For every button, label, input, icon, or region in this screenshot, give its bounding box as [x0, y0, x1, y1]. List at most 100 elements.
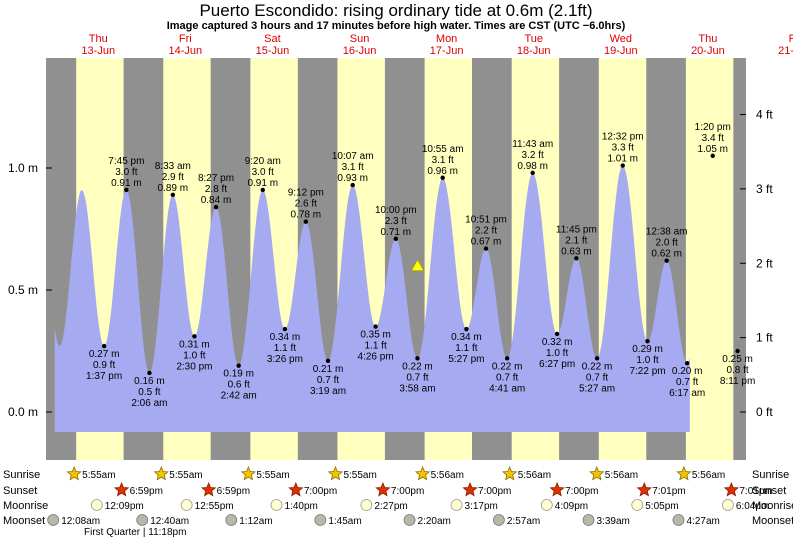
low-tide-time: 1:37 pm: [86, 371, 122, 382]
sunset-icon: [288, 481, 304, 497]
low-tide-time: 4:41 am: [489, 383, 525, 394]
high-tide-point: [620, 163, 625, 168]
low-tide-point: [373, 324, 378, 329]
sunset-icon: [113, 481, 130, 497]
day-name: Mon: [436, 33, 457, 45]
high-tide-metres: 0.91 m: [111, 178, 142, 189]
low-tide-feet: 0.7 ft: [586, 372, 608, 383]
day-date: 20-Jun: [691, 45, 725, 57]
daylight-band-lower: [511, 432, 560, 460]
low-tide-time: 5:27 pm: [448, 354, 484, 365]
moonrise-time: 5:05pm: [645, 501, 678, 512]
moonset-time: 12:40am: [150, 516, 189, 527]
sunrise-time: 5:55am: [169, 470, 202, 481]
sunrise-time: 5:56am: [605, 470, 638, 481]
high-tide-metres: 0.63 m: [561, 246, 592, 257]
row-label-right: Moonset: [752, 515, 793, 527]
row-label-left: Moonrise: [3, 500, 48, 512]
low-tide-metres: 0.22 m: [402, 361, 433, 372]
chart-subtitle: Image captured 3 hours and 17 minutes be…: [167, 20, 626, 32]
daylight-band-lower: [76, 432, 124, 460]
right-tick-label: 4 ft: [756, 108, 773, 122]
low-tide-point: [735, 348, 740, 354]
low-tide-time: 2:06 am: [131, 398, 167, 409]
low-tide-metres: 0.20 m: [672, 366, 703, 377]
high-tide-feet: 3.0 ft: [115, 167, 137, 178]
now-triangle: [410, 258, 425, 272]
row-label-left: Sunset: [3, 485, 37, 497]
day-headers: Thu13-JunFri14-JunSat15-JunSun16-JunMon1…: [81, 33, 793, 57]
high-tide-time: 9:12 pm: [288, 188, 324, 199]
low-tide-point: [192, 334, 197, 339]
daylight-band: [685, 58, 734, 460]
left-tick-label: 0.0 m: [8, 405, 38, 419]
day-name: Sat: [264, 33, 281, 45]
daylight-band-lower: [598, 432, 647, 460]
low-tide-feet: 0.5 ft: [138, 387, 160, 398]
high-tide-point: [574, 256, 579, 261]
low-tide-point: [101, 343, 107, 349]
sunset-icon: [462, 481, 478, 497]
low-tide-point: [282, 326, 288, 332]
sunrise-time: 5:55am: [343, 470, 376, 481]
high-tide-metres: 0.98 m: [517, 161, 548, 172]
high-tide-time: 12:32 pm: [602, 132, 644, 143]
sunrise-icon: [66, 465, 82, 481]
high-tide-metres: 0.62 m: [651, 249, 682, 260]
current-tide-marker: [410, 258, 425, 272]
moonrise-time: 12:09pm: [105, 501, 144, 512]
sunrise-icon: [153, 465, 169, 481]
high-tide-time: 12:38 am: [646, 227, 688, 238]
moonrise-icon: [270, 499, 283, 511]
daylight-band-lower: [337, 432, 385, 460]
day-date: 16-Jun: [343, 45, 377, 57]
high-tide-point: [393, 236, 399, 241]
low-tide-metres: 0.27 m: [89, 349, 120, 360]
moonset-time: 3:39am: [597, 516, 630, 527]
daylight-band-lower: [685, 432, 734, 460]
high-tide-feet: 3.4 ft: [702, 133, 724, 144]
moon-phase-label: First Quarter | 11:18pm: [84, 527, 186, 538]
row-label-left: Moonset: [3, 515, 45, 527]
low-tide-feet: 0.7 ft: [406, 372, 428, 383]
row-label-right: Sunset: [752, 485, 786, 497]
moonset-time: 2:20am: [418, 516, 451, 527]
sunset-icon: [375, 481, 391, 497]
tide-area: [54, 165, 690, 460]
high-tide-metres: 0.96 m: [427, 166, 458, 177]
sunrise-time: 5:56am: [518, 470, 551, 481]
day-date: 18-Jun: [517, 45, 551, 57]
moonrise-icon: [450, 499, 463, 511]
high-tide-feet: 2.9 ft: [162, 172, 184, 183]
sunset-time: 7:01pm: [739, 486, 772, 497]
sunset-icon: [549, 481, 565, 497]
high-tide-metres: 0.84 m: [201, 195, 232, 206]
sunset-time: 7:00pm: [391, 486, 424, 497]
low-tide-metres: 0.16 m: [134, 376, 165, 387]
high-tide-feet: 3.0 ft: [252, 167, 274, 178]
low-tide-feet: 1.0 ft: [546, 348, 568, 359]
left-tick-label: 0.5 m: [8, 283, 38, 297]
high-tide-metres: 1.05 m: [697, 144, 728, 155]
low-tide-time: 3:58 am: [399, 383, 435, 394]
high-tide-metres: 0.71 m: [381, 227, 412, 238]
high-tide-feet: 2.2 ft: [475, 226, 497, 237]
high-tide-feet: 2.1 ft: [565, 235, 587, 246]
left-tick-label: 1.0 m: [8, 161, 38, 175]
sunset-icon: [200, 481, 217, 497]
sunset-time: 7:01pm: [652, 486, 685, 497]
day-name: Sun: [350, 33, 370, 45]
day-date: 17-Jun: [430, 45, 464, 57]
low-tide-point: [236, 363, 241, 368]
low-tide-point: [684, 361, 690, 366]
right-axis-feet: 0 ft 1 ft 2 ft 3 ft 4 ft: [740, 108, 773, 419]
day-date: 15-Jun: [256, 45, 290, 57]
day-date: 13-Jun: [81, 45, 115, 57]
high-tide-point: [483, 246, 489, 251]
high-tide-point: [124, 187, 129, 193]
low-tide-time: 5:27 am: [579, 383, 615, 394]
high-tide-point: [213, 204, 219, 210]
high-tide-feet: 3.1 ft: [432, 155, 454, 166]
sunrise-icon: [327, 465, 344, 481]
low-tide-time: 2:30 pm: [176, 361, 212, 372]
